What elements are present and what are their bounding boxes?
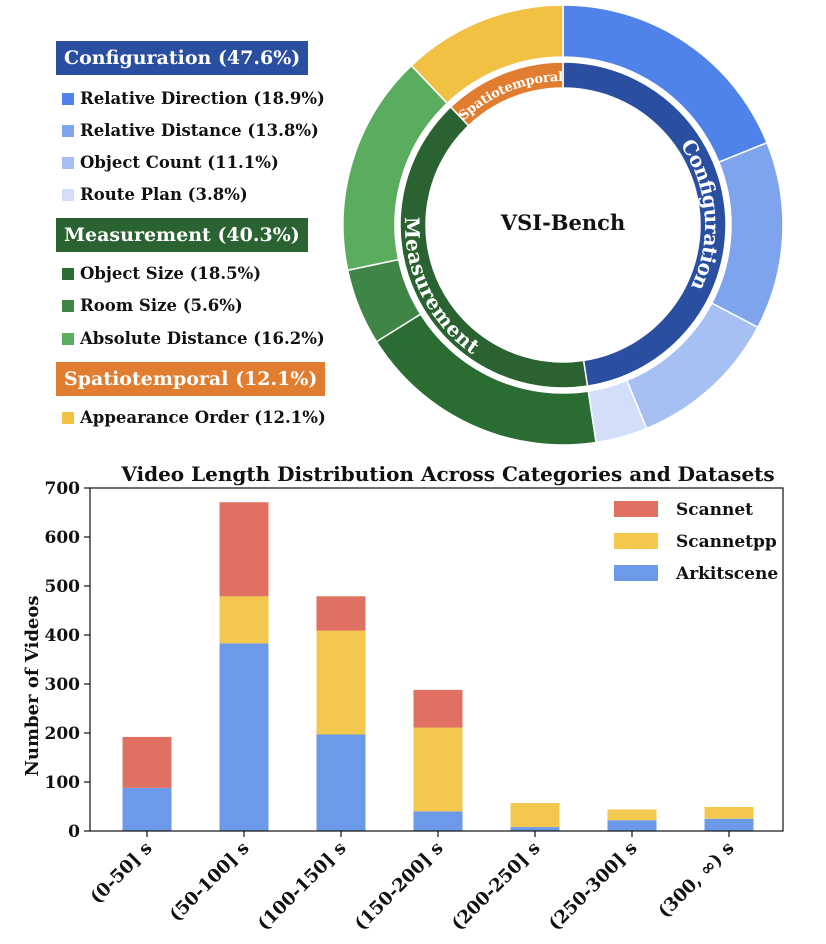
legend-swatch bbox=[62, 93, 74, 105]
bar-chart: Video Length Distribution Across Categor… bbox=[22, 462, 784, 935]
y-tick-label: 0 bbox=[68, 822, 80, 842]
legend-item-route-plan: Route Plan (3.8%) bbox=[62, 183, 248, 207]
legend-swatch bbox=[62, 157, 74, 169]
legend-label: Relative Direction (18.9%) bbox=[80, 89, 325, 108]
bar-segment-arkitscene bbox=[316, 734, 366, 831]
y-tick-label: 300 bbox=[45, 675, 81, 695]
x-tick-label: (0-50] s bbox=[86, 838, 156, 908]
legend-label: Scannetpp bbox=[676, 532, 777, 552]
legend-label: Appearance Order (12.1%) bbox=[80, 408, 326, 427]
legend-item-relative-distance: Relative Distance (13.8%) bbox=[62, 119, 319, 143]
x-tick-label: (150-200] s bbox=[351, 838, 448, 935]
inner-segment bbox=[449, 61, 564, 127]
legend-swatch bbox=[62, 412, 74, 424]
legend-label: Scannet bbox=[676, 500, 753, 520]
legend-label: Arkitscene bbox=[675, 564, 778, 584]
bar-segment-scannet bbox=[219, 502, 269, 597]
bar-segment-scannetpp bbox=[413, 727, 463, 812]
bar-segment-arkitscene bbox=[510, 827, 560, 831]
legend-header-spatiotemporal: Spatiotemporal (12.1%) bbox=[56, 362, 326, 396]
bar-segment-arkitscene bbox=[122, 787, 172, 831]
legend-swatch bbox=[62, 300, 74, 312]
legend-item-absolute-distance: Absolute Distance (16.2%) bbox=[62, 327, 325, 351]
center-label: VSI-Bench bbox=[500, 210, 625, 235]
legend-label: Room Size (5.6%) bbox=[80, 296, 243, 315]
y-tick-label: 100 bbox=[45, 773, 81, 793]
bar-segment-scannetpp bbox=[704, 806, 754, 819]
legend-swatch bbox=[62, 333, 74, 345]
legend-swatch bbox=[62, 189, 74, 201]
legend-label: Absolute Distance (16.2%) bbox=[80, 329, 325, 348]
legend-header-configuration: Configuration (47.6%) bbox=[56, 41, 309, 75]
bar-segment-scannet bbox=[122, 736, 172, 788]
y-axis: 0 100 200 300 400 500 600 700 bbox=[45, 479, 90, 842]
bar-segment-scannetpp bbox=[607, 809, 657, 821]
y-tick-label: 200 bbox=[45, 724, 81, 744]
outer-ring bbox=[342, 4, 784, 446]
bar-segment-arkitscene bbox=[704, 818, 754, 831]
legend-item-room-size: Room Size (5.6%) bbox=[62, 294, 243, 318]
y-tick-label: 400 bbox=[45, 626, 81, 646]
legend-item-object-size: Object Size (18.5%) bbox=[62, 262, 261, 286]
legend-label: Object Count (11.1%) bbox=[80, 153, 279, 172]
legend-header-measurement: Measurement (40.3%) bbox=[56, 218, 308, 252]
bar-segment-scannetpp bbox=[316, 630, 366, 735]
legend-item-object-count: Object Count (11.1%) bbox=[62, 151, 279, 175]
x-tick-label: (250-300] s bbox=[545, 838, 642, 935]
legend-label: Relative Distance (13.8%) bbox=[80, 121, 319, 140]
x-axis: (0-50] s (50-100] s (100-150] s (150-200] s… bbox=[86, 831, 739, 935]
bar-segment-scannetpp bbox=[219, 596, 269, 644]
legend-label: Object Size (18.5%) bbox=[80, 264, 262, 283]
x-tick-label: (300, ∞) s bbox=[654, 838, 739, 923]
y-tick-label: 500 bbox=[45, 577, 81, 597]
bar-segment-arkitscene bbox=[219, 643, 269, 831]
plot-frame bbox=[89, 487, 784, 832]
x-tick-label: (100-150] s bbox=[254, 838, 351, 935]
inner-ring bbox=[395, 57, 731, 393]
bar-series bbox=[122, 502, 754, 831]
x-tick-label: (50-100] s bbox=[165, 838, 253, 926]
bar-segment-scannet bbox=[413, 689, 463, 728]
bar-segment-arkitscene bbox=[413, 811, 463, 831]
legend-item-relative-direction: Relative Direction (18.9%) bbox=[62, 87, 325, 111]
y-axis-label: Number of Videos bbox=[22, 595, 43, 776]
legend-swatch bbox=[62, 125, 74, 137]
y-tick-label: 600 bbox=[45, 528, 81, 548]
legend-swatch bbox=[614, 533, 658, 549]
bar-segment-scannetpp bbox=[510, 803, 560, 828]
chart-title: Video Length Distribution Across Categor… bbox=[120, 462, 774, 486]
outer-segment bbox=[410, 4, 564, 105]
bar-segment-scannet bbox=[316, 596, 366, 631]
legend-swatch bbox=[614, 501, 658, 517]
x-tick-label: (200-250] s bbox=[448, 838, 545, 935]
legend-swatch bbox=[62, 268, 74, 280]
legend-label: Route Plan (3.8%) bbox=[80, 185, 248, 204]
legend-item-appearance-order: Appearance Order (12.1%) bbox=[62, 406, 326, 430]
y-tick-label: 700 bbox=[45, 479, 81, 499]
legend-swatch bbox=[614, 565, 658, 581]
bar-legend: Scannet Scannetpp Arkitscene bbox=[614, 500, 778, 584]
bar-segment-arkitscene bbox=[607, 820, 657, 831]
